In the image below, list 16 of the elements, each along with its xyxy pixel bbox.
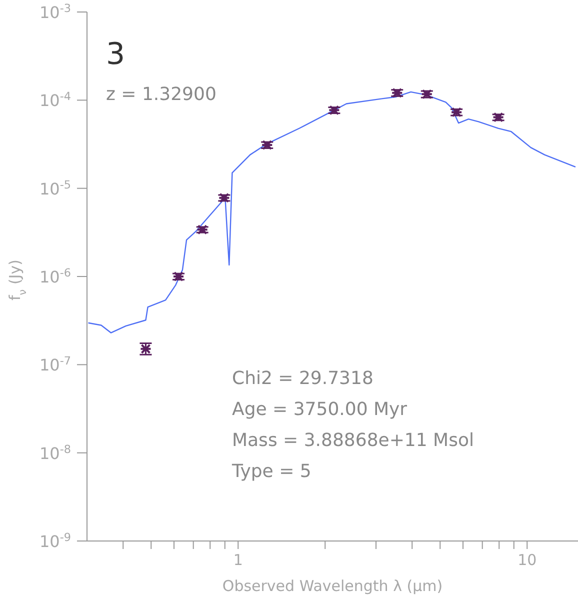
y-tick-label: 10$^{-8}$ xyxy=(39,442,71,463)
y-tick-label: 10$^{-6}$ xyxy=(39,266,71,286)
y-tick-label: 10$^{-3}$ xyxy=(39,2,71,22)
y-tick-label: 10$^{-9}$ xyxy=(39,530,71,551)
x-tick-label: 1 xyxy=(233,551,243,569)
annotation: 3 xyxy=(106,37,126,72)
y-tick-label: 10$^{-7}$ xyxy=(39,354,71,375)
annotation: z = 1.32900 xyxy=(106,84,216,105)
y-tick-label: 10$^{-4}$ xyxy=(39,90,71,110)
annotation: Type = 5 xyxy=(232,461,312,482)
annotation: Chi2 = 29.7318 xyxy=(232,368,374,389)
x-axis-title: Observed Wavelength λ (μm) xyxy=(222,577,443,595)
annotation: Age = 3750.00 Myr xyxy=(232,399,408,420)
y-tick-label: 10$^{-5}$ xyxy=(39,178,71,198)
x-tick-label: 10 xyxy=(518,551,537,569)
annotation: Mass = 3.88868e+11 Msol xyxy=(232,430,474,451)
